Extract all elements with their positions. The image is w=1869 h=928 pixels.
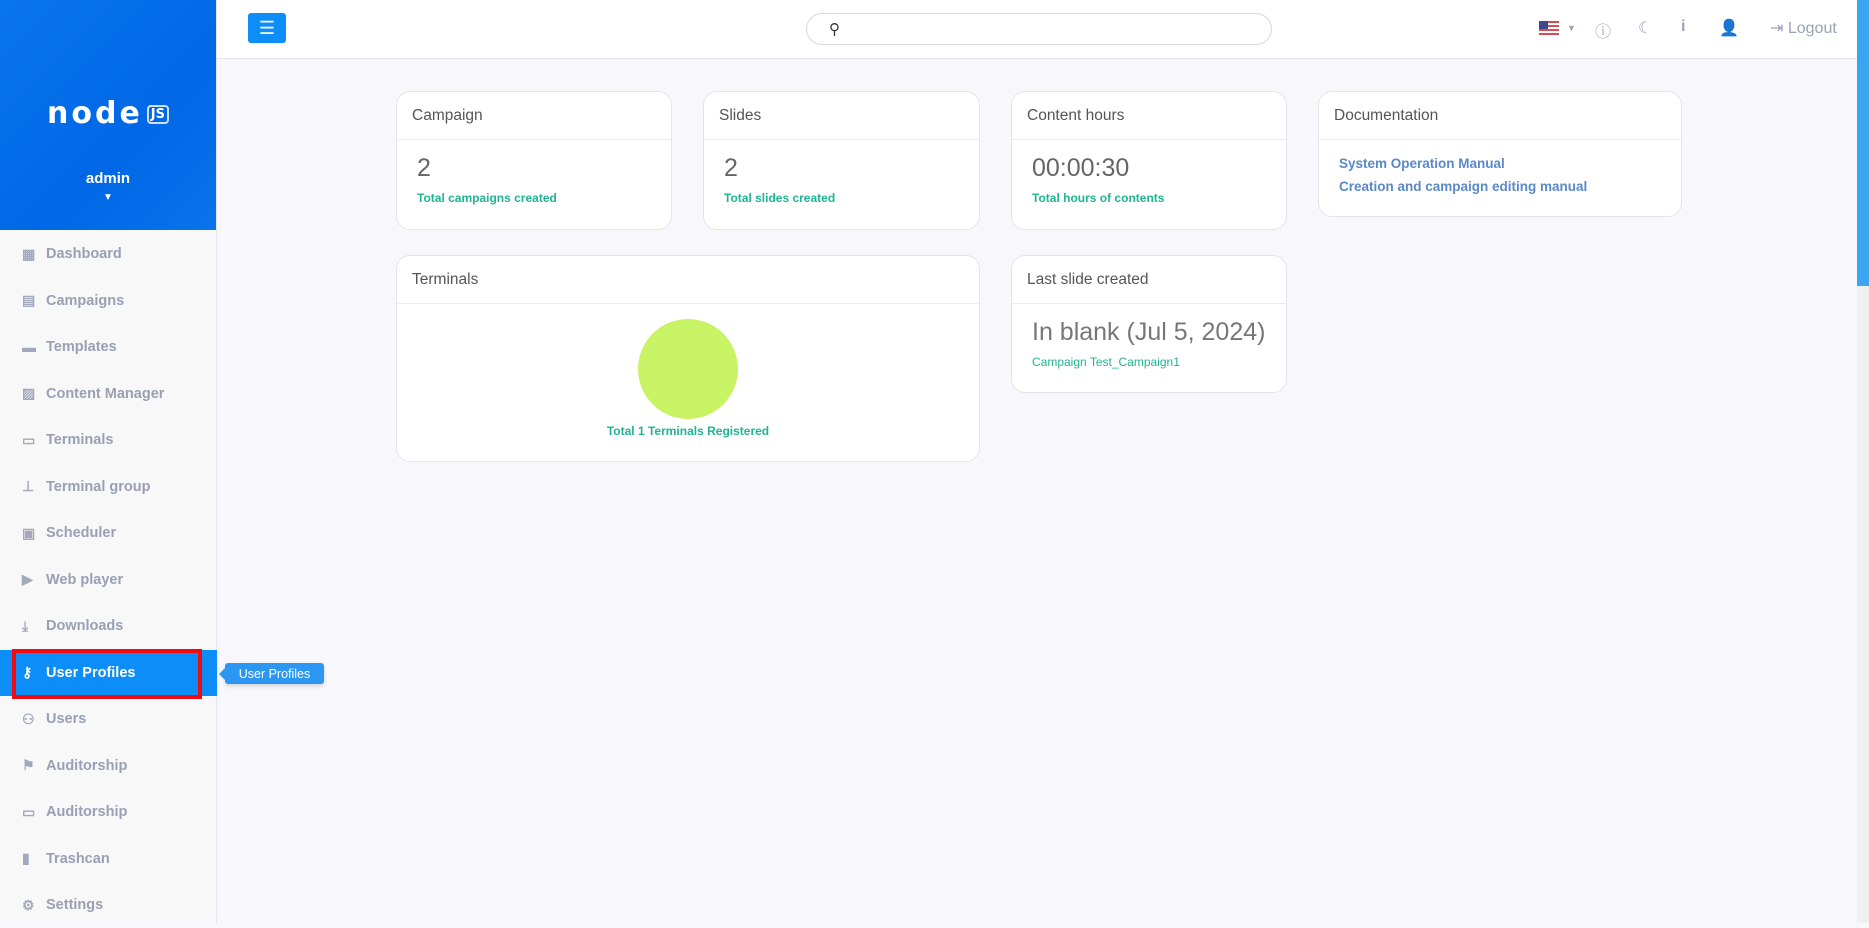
sidebar-item-terminal-group[interactable]: ⊥ Terminal group: [0, 464, 217, 510]
card-title: Terminals: [397, 256, 979, 304]
search-input[interactable]: [857, 20, 1257, 40]
sidebar: node JS admin ▼ ▦ Dashboard ▤ Campaigns ▬ Temp…: [0, 0, 217, 923]
card-icon: ▭: [22, 803, 36, 820]
card-subtitle: Total hours of contents: [1032, 191, 1165, 205]
monitor-icon: ▭: [22, 431, 36, 448]
menu-toggle-button[interactable]: ☰: [248, 13, 286, 43]
moon-icon[interactable]: ☾: [1638, 20, 1653, 37]
users-icon: ⚇: [22, 710, 35, 727]
card-subtitle: Total slides created: [724, 191, 836, 205]
card-value: 2: [724, 154, 738, 182]
scrollbar-thumb[interactable]: [1857, 0, 1869, 286]
card-title: Documentation: [1319, 92, 1681, 140]
terminals-pie-chart[interactable]: [638, 319, 738, 419]
sidebar-item-trashcan[interactable]: ▮ Trashcan: [0, 836, 217, 882]
card-value: 2: [417, 154, 431, 182]
sidebar-item-label: Downloads: [46, 618, 124, 634]
sidebar-item-label: User Profiles: [46, 664, 136, 681]
campaign-manual-link[interactable]: Creation and campaign editing manual: [1339, 179, 1588, 194]
sidebar-item-label: Terminal group: [46, 478, 151, 495]
gear-icon: ⚙: [22, 896, 35, 913]
campaign-card: Campaign 2 Total campaigns created: [396, 91, 672, 230]
card-title: Last slide created: [1012, 256, 1286, 304]
system-manual-link[interactable]: System Operation Manual: [1339, 156, 1505, 171]
caret-down-icon[interactable]: ▼: [103, 192, 113, 203]
card-value: 00:00:30: [1032, 154, 1130, 182]
sidebar-item-label: Trashcan: [46, 850, 110, 867]
help-icon[interactable]: ⓘ: [1595, 24, 1612, 41]
sidebar-item-terminals[interactable]: ▭ Terminals: [0, 417, 217, 463]
search-box[interactable]: ⚲: [806, 13, 1272, 45]
sidebar-item-label: Web player: [46, 571, 124, 588]
sidebar-item-label: Campaigns: [46, 292, 125, 309]
sidebar-item-web-player[interactable]: ▶ Web player: [0, 557, 217, 603]
slides-card: Slides 2 Total slides created: [703, 91, 980, 230]
flag-icon: ⚑: [22, 757, 35, 773]
card-title: Slides: [704, 92, 979, 140]
scrollbar[interactable]: [1857, 0, 1869, 923]
card-value: In blank (Jul 5, 2024): [1032, 318, 1266, 346]
sidebar-item-label: Settings: [46, 897, 104, 913]
nodejs-logo: node JS: [0, 96, 216, 131]
key-icon: ⚷: [22, 664, 33, 680]
sidebar-item-label: Auditorship: [46, 757, 128, 774]
card-title: Campaign: [397, 92, 671, 140]
play-icon: ▶: [22, 571, 33, 587]
images-icon: ▨: [22, 385, 36, 401]
dashboard-icon: ▦: [22, 245, 36, 262]
sidebar-item-label: Terminals: [46, 432, 114, 448]
user-cog-icon[interactable]: 👤: [1719, 20, 1739, 37]
documentation-card: Documentation System Operation Manual Cr…: [1318, 91, 1682, 217]
sidebar-item-label: Content Manager: [46, 385, 165, 402]
sidebar-item-dashboard[interactable]: ▦ Dashboard: [0, 231, 217, 277]
card-subtitle: Campaign Test_Campaign1: [1032, 355, 1180, 369]
content-hours-card: Content hours 00:00:30 Total hours of co…: [1011, 91, 1287, 230]
caret-down-icon[interactable]: ▼: [1567, 23, 1576, 33]
sidebar-item-campaigns[interactable]: ▤ Campaigns: [0, 278, 217, 324]
us-flag-icon[interactable]: [1539, 21, 1559, 35]
sidebar-item-label: Dashboard: [46, 246, 122, 262]
trash-icon: ▮: [22, 850, 30, 866]
topbar: ☰ ⚲ ▼ ⓘ ☾ i 👤 ⇥ Logout: [217, 0, 1857, 59]
sidebar-brand: node JS admin ▼: [0, 0, 216, 230]
sidebar-item-label: Templates: [46, 339, 117, 355]
sidebar-item-downloads[interactable]: ⤓ Downloads: [0, 603, 217, 649]
calendar-icon: ▣: [22, 524, 36, 541]
sidebar-item-user-profiles[interactable]: ⚷ User Profiles: [0, 649, 217, 696]
tooltip: User Profiles: [219, 663, 324, 684]
last-slide-card: Last slide created In blank (Jul 5, 2024…: [1011, 255, 1287, 393]
username[interactable]: admin: [85, 170, 131, 187]
sidebar-item-templates[interactable]: ▬ Templates: [0, 324, 217, 370]
sidebar-item-content-manager[interactable]: ▨ Content Manager: [0, 371, 217, 417]
logout-icon: ⇥: [1770, 20, 1784, 37]
card-subtitle: Total 1 Terminals Registered: [606, 424, 770, 438]
sitemap-icon: ⊥: [22, 478, 35, 494]
sidebar-item-settings[interactable]: ⚙ Settings: [0, 882, 217, 928]
logout-button[interactable]: ⇥ Logout: [1770, 20, 1837, 37]
terminals-card: Terminals Total 1 Terminals Registered: [396, 255, 980, 462]
card-subtitle: Total campaigns created: [417, 191, 557, 205]
templates-icon: ▬: [22, 339, 36, 355]
sidebar-item-users[interactable]: ⚇ Users: [0, 696, 217, 742]
card-title: Content hours: [1012, 92, 1286, 140]
search-icon: ⚲: [829, 21, 840, 38]
hamburger-icon: ☰: [258, 17, 276, 38]
sidebar-item-label: Users: [46, 711, 87, 727]
sidebar-item-scheduler[interactable]: ▣ Scheduler: [0, 510, 217, 556]
sidebar-item-label: Scheduler: [46, 525, 117, 541]
campaigns-icon: ▤: [22, 292, 36, 308]
download-icon: ⤓: [22, 617, 29, 634]
sidebar-item-label: Auditorship: [46, 804, 128, 820]
sidebar-item-auditorship[interactable]: ⚑ Auditorship: [0, 743, 217, 789]
sidebar-item-auditorship[interactable]: ▭ Auditorship: [0, 789, 217, 835]
info-icon[interactable]: i: [1681, 18, 1686, 35]
